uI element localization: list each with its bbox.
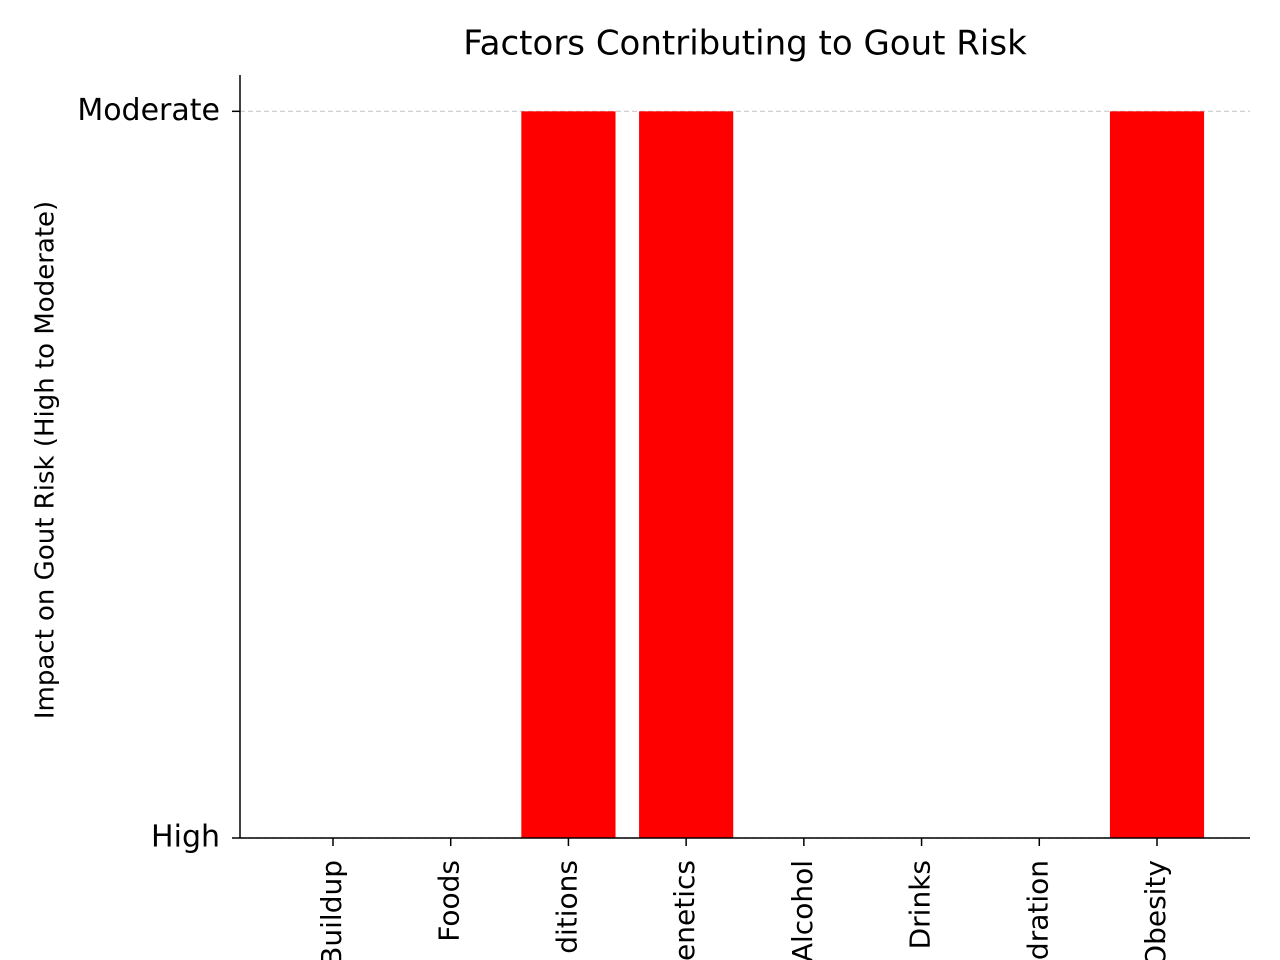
- chart-title: Factors Contributing to Gout Risk: [463, 24, 1027, 64]
- y-axis-label: Impact on Gout Risk (High to Moderate): [31, 201, 61, 719]
- y-tick-label: High: [151, 820, 220, 855]
- x-tick-label: Foods: [433, 860, 466, 942]
- x-tick-label: Drinks: [904, 860, 937, 949]
- x-tick-label: ditions: [550, 860, 583, 954]
- y-tick-label: Moderate: [77, 93, 220, 128]
- x-tick-label: Obesity: [1139, 860, 1172, 960]
- x-tick-label: Alcohol: [786, 860, 819, 960]
- x-tick-label: enetics: [668, 860, 701, 960]
- bar: [521, 111, 616, 839]
- bar: [639, 111, 734, 839]
- x-tick-label: dration: [1021, 860, 1054, 960]
- bar: [1109, 111, 1205, 839]
- x-tick-label: Buildup: [315, 860, 348, 960]
